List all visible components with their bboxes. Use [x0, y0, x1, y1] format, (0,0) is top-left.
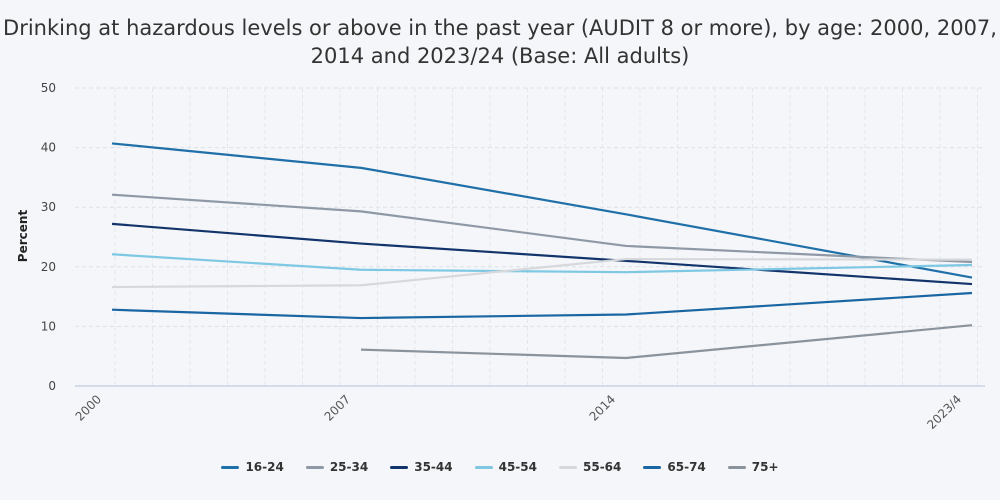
- y-axis-label: Percent: [16, 210, 30, 263]
- y-tick-label: 10: [41, 319, 56, 333]
- legend-label: 55-64: [583, 460, 622, 474]
- legend-swatch: [305, 465, 324, 469]
- series-line-35-44: [111, 222, 973, 286]
- y-tick-label: 0: [48, 379, 56, 393]
- x-tick-label: 2007: [322, 392, 353, 423]
- y-tick-label: 50: [41, 81, 56, 95]
- series-line-45-54: [111, 253, 973, 274]
- series-line-16-24: [111, 142, 973, 279]
- x-tick-label: 2014: [587, 392, 618, 423]
- series-line-55-64: [111, 257, 973, 289]
- series-line-75+: [360, 324, 973, 360]
- legend-label: 35-44: [414, 460, 453, 474]
- legend-swatch: [474, 465, 493, 469]
- legend-swatch: [221, 465, 240, 469]
- legend-item[interactable]: 45-54: [474, 460, 537, 474]
- legend-swatch: [559, 465, 577, 469]
- y-tick-label: 20: [41, 260, 56, 274]
- chart-title: Drinking at hazardous levels or above in…: [3, 16, 997, 68]
- series-line-65-74: [111, 291, 973, 320]
- legend-item[interactable]: 65-74: [643, 460, 706, 474]
- x-tick-label: 2000: [73, 392, 104, 423]
- legend-item[interactable]: 35-44: [390, 460, 453, 474]
- legend-item[interactable]: 75+: [727, 460, 779, 474]
- series-line-25-34: [111, 193, 973, 264]
- legend-item[interactable]: 25-34: [305, 460, 369, 474]
- legend-swatch: [643, 465, 662, 469]
- legend-label: 16-24: [245, 460, 284, 474]
- legend-swatch: [727, 465, 746, 469]
- y-tick-label: 40: [41, 141, 56, 155]
- legend-label: 75+: [751, 460, 779, 474]
- y-tick-label: 30: [41, 200, 56, 214]
- legend-swatch: [390, 465, 409, 469]
- legend-label: 25-34: [329, 460, 369, 474]
- legend-label: 65-74: [667, 460, 706, 474]
- chart-legend: 16-24 25-34 35-44 45-54 55-64 65-74 75+: [0, 460, 1000, 474]
- x-tick-label: 2023/4: [924, 392, 964, 432]
- legend-label: 45-54: [498, 460, 537, 474]
- legend-item[interactable]: 16-24: [221, 460, 284, 474]
- legend-item[interactable]: 55-64: [559, 460, 621, 474]
